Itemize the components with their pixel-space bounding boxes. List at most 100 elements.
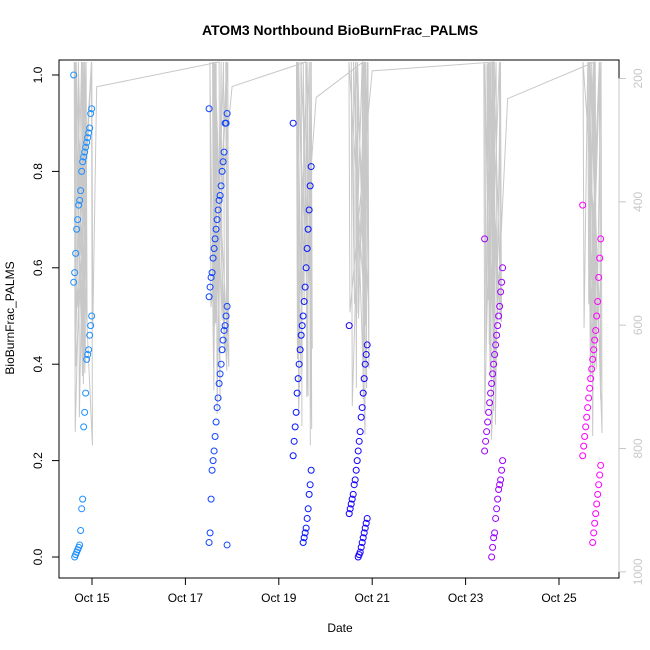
y2-tick-label: 1000 bbox=[631, 558, 645, 585]
y-axis: 0.0 0.2 0.4 0.6 0.8 1.0 bbox=[31, 66, 60, 565]
data-point bbox=[210, 447, 218, 455]
y2-tick-label: 800 bbox=[631, 438, 645, 458]
data-point bbox=[83, 355, 91, 363]
data-point bbox=[295, 360, 303, 368]
data-point bbox=[223, 302, 231, 310]
data-point bbox=[72, 249, 80, 257]
data-point bbox=[74, 216, 82, 224]
y-tick-label: 0.6 bbox=[31, 259, 45, 276]
data-point bbox=[77, 526, 85, 534]
data-point bbox=[358, 404, 366, 412]
data-point bbox=[592, 510, 600, 518]
data-point bbox=[360, 529, 368, 537]
data-point bbox=[87, 322, 95, 330]
data-point bbox=[220, 148, 228, 156]
data-point bbox=[492, 514, 500, 522]
data-point bbox=[360, 375, 368, 383]
data-point bbox=[78, 505, 86, 513]
data-point bbox=[594, 298, 602, 306]
data-point bbox=[215, 196, 223, 204]
data-point bbox=[581, 433, 589, 440]
data-point bbox=[211, 235, 219, 243]
data-point bbox=[595, 273, 603, 281]
data-point bbox=[213, 404, 221, 412]
x-tick-label: Oct 23 bbox=[448, 591, 484, 605]
data-point bbox=[220, 326, 228, 334]
data-point bbox=[88, 312, 96, 320]
data-point bbox=[487, 389, 495, 397]
data-point bbox=[79, 158, 87, 166]
y2-tick-label: 400 bbox=[631, 192, 645, 212]
data-point bbox=[585, 394, 593, 402]
data-point bbox=[73, 225, 81, 233]
data-point bbox=[78, 167, 86, 175]
data-point bbox=[212, 225, 220, 233]
data-point bbox=[88, 105, 96, 113]
data-point bbox=[302, 264, 310, 272]
data-point bbox=[210, 245, 218, 253]
data-point bbox=[359, 534, 367, 542]
data-point bbox=[81, 408, 89, 416]
data-point bbox=[363, 341, 371, 349]
data-point bbox=[302, 524, 310, 532]
data-point bbox=[358, 539, 366, 547]
plot-frame bbox=[58, 59, 620, 579]
data-point bbox=[481, 447, 489, 455]
data-point bbox=[305, 490, 313, 498]
data-point bbox=[596, 471, 604, 479]
data-point bbox=[580, 442, 588, 450]
data-point bbox=[495, 312, 503, 320]
data-point bbox=[296, 346, 304, 354]
data-point bbox=[352, 466, 360, 474]
data-point bbox=[83, 138, 91, 146]
data-point bbox=[481, 235, 489, 243]
data-point bbox=[216, 192, 224, 199]
data-point bbox=[219, 336, 227, 344]
data-point bbox=[486, 399, 494, 407]
data-point bbox=[289, 452, 297, 460]
data-point bbox=[70, 71, 78, 79]
data-point bbox=[77, 187, 85, 195]
data-point bbox=[491, 529, 499, 537]
data-point bbox=[205, 293, 213, 301]
data-point bbox=[484, 418, 492, 426]
data-point bbox=[207, 273, 215, 281]
data-point bbox=[214, 206, 222, 214]
y2-tick-label: 600 bbox=[631, 315, 645, 335]
data-point bbox=[591, 336, 599, 344]
data-point bbox=[588, 365, 596, 373]
data-point bbox=[359, 389, 367, 397]
data-point bbox=[590, 346, 598, 354]
data-point bbox=[590, 529, 598, 537]
data-point bbox=[215, 379, 223, 387]
data-point bbox=[593, 312, 601, 320]
data-point bbox=[307, 466, 315, 474]
data-point bbox=[482, 437, 490, 445]
data-point bbox=[221, 322, 229, 330]
data-point bbox=[595, 481, 603, 489]
data-point bbox=[592, 326, 600, 334]
data-point bbox=[221, 119, 229, 127]
x-tick-label: Oct 21 bbox=[355, 591, 391, 605]
data-point bbox=[216, 370, 224, 378]
data-point bbox=[223, 110, 231, 118]
data-point bbox=[351, 476, 359, 484]
data-point bbox=[299, 312, 307, 320]
y-tick-label: 1.0 bbox=[31, 66, 45, 83]
data-point bbox=[206, 529, 214, 537]
data-point bbox=[211, 433, 219, 440]
data-point bbox=[362, 519, 370, 527]
data-point bbox=[71, 269, 79, 277]
data-point bbox=[589, 355, 597, 363]
data-point bbox=[361, 360, 369, 368]
data-point bbox=[82, 389, 90, 397]
data-point bbox=[596, 254, 604, 262]
data-point bbox=[494, 322, 502, 330]
y2-tick-label: 200 bbox=[631, 68, 645, 88]
data-point bbox=[292, 408, 300, 416]
data-point bbox=[491, 351, 499, 359]
data-point bbox=[497, 288, 505, 296]
data-point bbox=[304, 505, 312, 513]
data-point bbox=[584, 404, 592, 412]
data-point bbox=[205, 539, 213, 547]
